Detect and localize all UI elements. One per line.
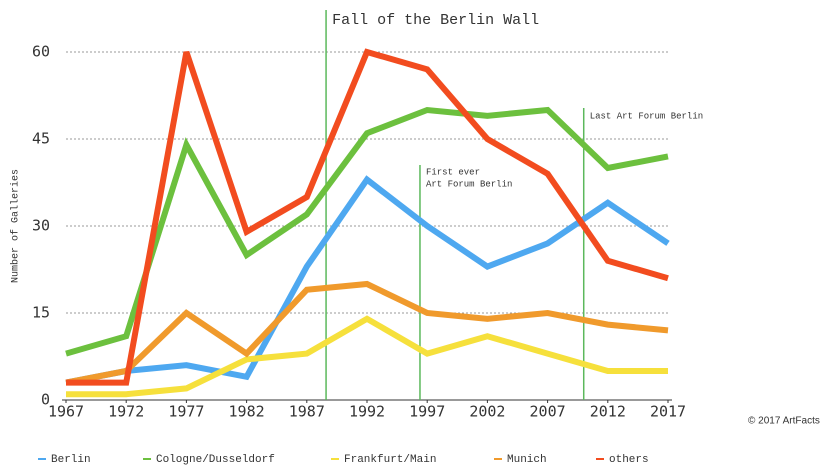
annotation-text: Last Art Forum Berlin <box>590 111 703 121</box>
y-tick-label: 45 <box>32 130 50 148</box>
x-tick-label: 1997 <box>409 403 445 421</box>
annotation-text: First ever <box>426 167 480 177</box>
x-tick-label: 1982 <box>229 403 265 421</box>
legend-label: Frankfurt/Main <box>344 454 436 466</box>
legend-label: others <box>609 454 649 466</box>
series-line <box>65 175 670 386</box>
x-tick-label: 1992 <box>349 403 385 421</box>
y-tick-label: 15 <box>32 304 50 322</box>
y-tick-label: 60 <box>32 43 50 61</box>
annotation-text: Fall of the Berlin Wall <box>332 12 539 29</box>
x-tick-label: 1977 <box>168 403 204 421</box>
legend-label: Munich <box>507 454 547 466</box>
x-tick-label: 2002 <box>469 403 505 421</box>
series-line <box>65 106 669 357</box>
x-tick-label: 2017 <box>650 403 686 421</box>
series-line <box>66 315 668 398</box>
y-axis-label: Number of Galleries <box>10 169 22 283</box>
x-tick-label: 1972 <box>108 403 144 421</box>
x-tick-label: 1987 <box>289 403 325 421</box>
legend-label: Berlin <box>51 454 91 466</box>
x-tick-label: 2007 <box>530 403 566 421</box>
x-tick-label: 2012 <box>590 403 626 421</box>
series-line <box>65 280 669 386</box>
copyright: © 2017 ArtFacts.Net <box>748 416 820 427</box>
y-tick-label: 0 <box>41 391 50 409</box>
annotation-text: Art Forum Berlin <box>426 179 512 189</box>
x-tick-label: 1967 <box>48 403 84 421</box>
series-line <box>66 48 669 386</box>
legend-label: Cologne/Dusseldorf <box>156 454 275 466</box>
y-tick-label: 30 <box>32 217 50 235</box>
